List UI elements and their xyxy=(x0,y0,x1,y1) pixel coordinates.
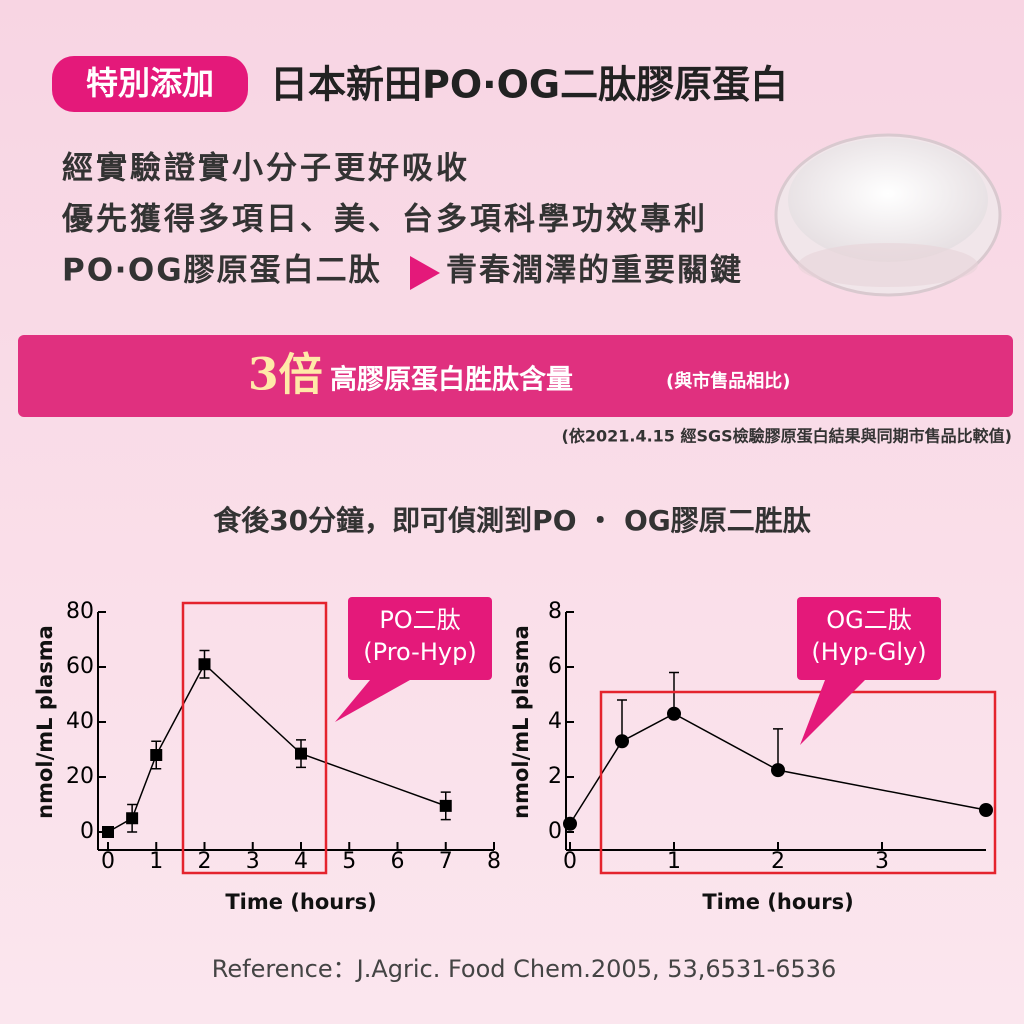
x-tick-label: 5 xyxy=(342,849,356,874)
callout-text: (Hyp-Gly) xyxy=(811,638,926,666)
highlight-box xyxy=(599,690,997,875)
callout xyxy=(348,597,492,680)
x-tick-label: 3 xyxy=(246,849,260,874)
marker xyxy=(295,747,307,760)
callout-pointer xyxy=(335,680,410,722)
y-axis-label: nmol/mL plasma xyxy=(509,625,533,819)
callout-text: OG二肽 xyxy=(826,606,912,634)
y-tick-label: 8 xyxy=(548,599,562,624)
y-axis-label: nmol/mL plasma xyxy=(33,625,57,819)
marker xyxy=(102,826,114,838)
y-tick-label: 40 xyxy=(66,709,94,734)
callout-text: (Pro-Hyp) xyxy=(363,638,476,666)
marker xyxy=(667,706,681,721)
marker xyxy=(771,763,785,778)
badge xyxy=(52,56,248,112)
claim: 青春潤澤的重要關鍵 xyxy=(446,253,743,289)
x-tick-label: 2 xyxy=(198,849,212,874)
marker xyxy=(150,749,163,761)
y-tick-label: 20 xyxy=(66,764,94,789)
banner-text: 高膠原蛋白胜肽含量 xyxy=(330,364,573,396)
x-tick-label: 4 xyxy=(294,849,308,874)
banner-note: (與市售品相比) xyxy=(666,370,790,392)
x-tick-label: 1 xyxy=(149,849,163,874)
powder-bowl xyxy=(774,133,1002,297)
callout-pointer xyxy=(800,680,865,745)
callout-text: PO二肽 xyxy=(379,606,460,634)
x-tick-label: 2 xyxy=(771,849,785,874)
x-tick-label: 1 xyxy=(667,849,681,874)
marker xyxy=(615,734,629,749)
reference: Reference：J.Agric. Food Chem.2005, 53,65… xyxy=(212,955,836,983)
x-tick-label: 8 xyxy=(487,849,501,874)
x-axis-label: Time (hours) xyxy=(702,890,853,914)
marker xyxy=(198,658,211,671)
y-tick-label: 6 xyxy=(548,654,562,679)
arrow-icon xyxy=(410,256,440,290)
x-axis-label: Time (hours) xyxy=(225,890,376,914)
x-tick-label: 6 xyxy=(391,849,405,874)
headline: 日本新田PO·OG二肽膠原蛋白 xyxy=(270,63,788,107)
badge-text: 特別添加 xyxy=(86,64,214,102)
marker xyxy=(126,812,139,825)
highlight-box xyxy=(181,601,328,875)
subtitle: 食後30分鐘，即可偵測到PO ・ OG膠原二胜肽 xyxy=(213,504,812,537)
claim: PO‧OG膠原蛋白二肽 xyxy=(62,253,382,289)
x-tick-label: 7 xyxy=(439,849,453,874)
footnote: (依2021.4.15 經SGS檢驗膠原蛋白結果與同期市售品比較值) xyxy=(562,427,1012,446)
y-tick-label: 80 xyxy=(66,599,94,624)
banner-highlight: 3倍 xyxy=(248,350,323,401)
marker xyxy=(979,803,993,817)
y-tick-label: 2 xyxy=(548,764,562,789)
claim: 優先獲得多項日、美、台多項科學功效專利 xyxy=(61,202,708,238)
x-tick-label: 3 xyxy=(875,849,889,874)
y-tick-label: 60 xyxy=(66,654,94,679)
y-tick-label: 0 xyxy=(80,819,94,844)
y-tick-label: 0 xyxy=(548,819,562,844)
x-tick-label: 0 xyxy=(101,849,115,874)
callout xyxy=(797,597,941,680)
claim: 經實驗證實小分子更好吸收 xyxy=(62,151,470,187)
banner xyxy=(18,335,1013,417)
y-tick-label: 4 xyxy=(548,709,562,734)
marker xyxy=(439,799,452,812)
marker xyxy=(563,816,577,831)
x-tick-label: 0 xyxy=(563,849,577,874)
